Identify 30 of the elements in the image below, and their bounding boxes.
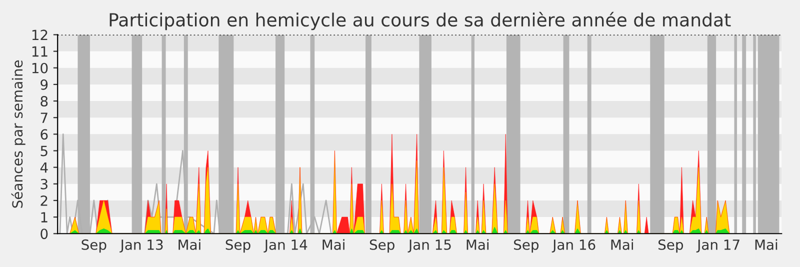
y-axis-title: Séances par semaine <box>11 60 26 208</box>
y-tick-label: 1 <box>41 212 48 222</box>
y-tick-label: 9 <box>40 79 48 90</box>
y-tick-label: 4 <box>40 162 48 173</box>
x-tick-label: Sep <box>514 239 539 253</box>
y-tick-label: 2 <box>40 195 48 206</box>
x-tick-label: Mai <box>322 239 344 250</box>
y-tick-label: 10 <box>32 62 48 74</box>
x-tick-label: Jan 17 <box>696 240 740 253</box>
chart-title: Participation en hemicycle au cours de sa dernière année de mandat <box>110 12 731 30</box>
x-tick-label: Mai <box>466 239 489 250</box>
x-tick-label: Mai <box>611 239 633 250</box>
y-tick-label: 6 <box>40 129 48 140</box>
x-tick-label: Sep <box>370 239 394 253</box>
x-tick-label: Sep <box>226 239 250 253</box>
x-tick-label: Jan 13 <box>120 239 163 253</box>
y-tick-label: 5 <box>40 146 48 156</box>
x-tick-label: Jan 15 <box>408 240 451 253</box>
x-tick-label: Sep <box>658 239 683 253</box>
y-tick-label: 11 <box>32 46 48 57</box>
y-tick-label: 7 <box>40 112 48 123</box>
x-tick-label: Mai <box>755 239 778 250</box>
y-tick-label: 8 <box>40 96 48 106</box>
y-tick-label: 0 <box>40 228 48 240</box>
x-tick-label: Sep <box>82 239 106 253</box>
y-tick-label: 3 <box>40 178 48 190</box>
x-tick-label: Jan 14 <box>264 240 308 253</box>
x-tick-label: Jan 16 <box>552 239 596 253</box>
x-tick-label: Mai <box>178 239 200 250</box>
y-tick-label: 12 <box>32 30 48 40</box>
